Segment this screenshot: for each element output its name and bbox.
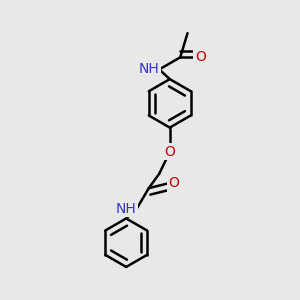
Text: NH: NH <box>116 202 137 216</box>
Text: NH: NH <box>139 62 159 76</box>
Text: O: O <box>195 50 206 64</box>
Text: O: O <box>164 145 175 159</box>
Text: O: O <box>168 176 179 190</box>
